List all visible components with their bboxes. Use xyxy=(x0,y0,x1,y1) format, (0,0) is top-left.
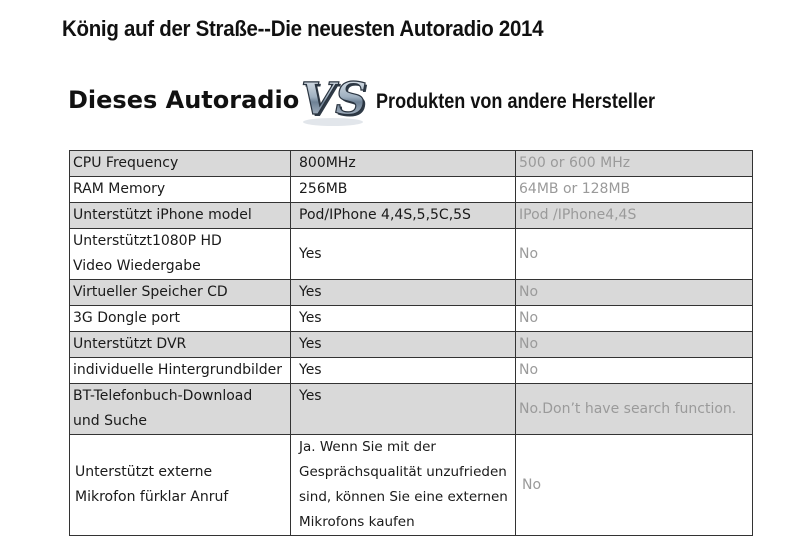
table-row: Unterstützt iPhone model Pod/IPhone 4,4S… xyxy=(69,202,753,229)
table-row: Virtueller Speicher CD Yes No xyxy=(69,279,753,306)
feature-line: und Suche xyxy=(73,413,148,429)
feature-cell: BT-Telefonbuch-Download und Suche xyxy=(69,383,291,435)
feature-cell: RAM Memory xyxy=(69,176,291,203)
our-value-cell: Yes xyxy=(290,383,516,435)
feature-line: Unterstützt externe xyxy=(75,464,213,480)
table-row: RAM Memory 256MB 64MB or 128MB xyxy=(69,176,753,203)
feature-line: BT-Telefonbuch-Download xyxy=(73,388,253,404)
other-value-cell: No xyxy=(515,357,753,384)
feature-cell: Unterstützt iPhone model xyxy=(69,202,291,229)
other-value-cell: No xyxy=(515,434,753,536)
table-row: CPU Frequency 800MHz 500 or 600 MHz xyxy=(69,150,753,177)
our-value-cell: 256MB xyxy=(290,176,516,203)
our-value-line: Gesprächsqualität unzufrieden xyxy=(299,464,507,480)
table-row: Unterstützt1080P HD Video Wiedergabe Yes… xyxy=(69,228,753,280)
our-value-cell: 800MHz xyxy=(290,150,516,177)
feature-cell: CPU Frequency xyxy=(69,150,291,177)
vs-logo-shadow: VS xyxy=(303,76,369,127)
feature-cell: Virtueller Speicher CD xyxy=(69,279,291,306)
feature-cell: Unterstützt DVR xyxy=(69,331,291,358)
vs-logo-text: VS xyxy=(301,74,367,125)
other-value-cell: IPod /IPhone4,4S xyxy=(515,202,753,229)
vs-logo: VS VS xyxy=(296,68,370,130)
table-row: BT-Telefonbuch-Download und Suche Yes No… xyxy=(69,383,753,435)
feature-cell: individuelle Hintergrundbilder xyxy=(69,357,291,384)
feature-line: Mikrofon fürklar Anruf xyxy=(75,489,229,505)
our-value-cell: Yes xyxy=(290,228,516,280)
our-value-cell: Yes xyxy=(290,279,516,306)
comparison-table: CPU Frequency 800MHz 500 or 600 MHz RAM … xyxy=(69,150,753,536)
our-value-cell: Yes xyxy=(290,331,516,358)
feature-line: Unterstützt1080P HD xyxy=(73,233,222,249)
other-value-cell: No xyxy=(515,331,753,358)
feature-cell: Unterstützt1080P HD Video Wiedergabe xyxy=(69,228,291,280)
our-value-cell: Yes xyxy=(290,357,516,384)
other-value-cell: 64MB or 128MB xyxy=(515,176,753,203)
our-value-cell: Yes xyxy=(290,305,516,332)
other-value-cell: No.Don’t have search function. xyxy=(515,383,753,435)
our-value-line: Mikrofons kaufen xyxy=(299,514,415,530)
other-value-cell: No xyxy=(515,305,753,332)
feature-cell: 3G Dongle port xyxy=(69,305,291,332)
other-value-cell: 500 or 600 MHz xyxy=(515,150,753,177)
other-value-cell: No xyxy=(515,228,753,280)
feature-cell: Unterstützt externe Mikrofon fürklar Anr… xyxy=(69,434,291,536)
table-row: 3G Dongle port Yes No xyxy=(69,305,753,332)
our-value-cell: Pod/IPhone 4,4S,5,5C,5S xyxy=(290,202,516,229)
other-products-label: Produkten von andere Hersteller xyxy=(376,90,656,113)
table-row: individuelle Hintergrundbilder Yes No xyxy=(69,357,753,384)
our-value-cell: Ja. Wenn Sie mit der Gesprächsqualität u… xyxy=(290,434,516,536)
our-value-line: sind, können Sie eine externen xyxy=(299,489,508,505)
feature-line: Video Wiedergabe xyxy=(73,258,201,274)
page-title: König auf der Straße--Die neuesten Autor… xyxy=(62,16,544,41)
table-row: Unterstützt DVR Yes No xyxy=(69,331,753,358)
our-value-line: Ja. Wenn Sie mit der xyxy=(299,439,436,455)
other-value-cell: No xyxy=(515,279,753,306)
table-row: Unterstützt externe Mikrofon fürklar Anr… xyxy=(69,434,753,536)
this-product-label: Dieses Autoradio xyxy=(68,86,300,114)
